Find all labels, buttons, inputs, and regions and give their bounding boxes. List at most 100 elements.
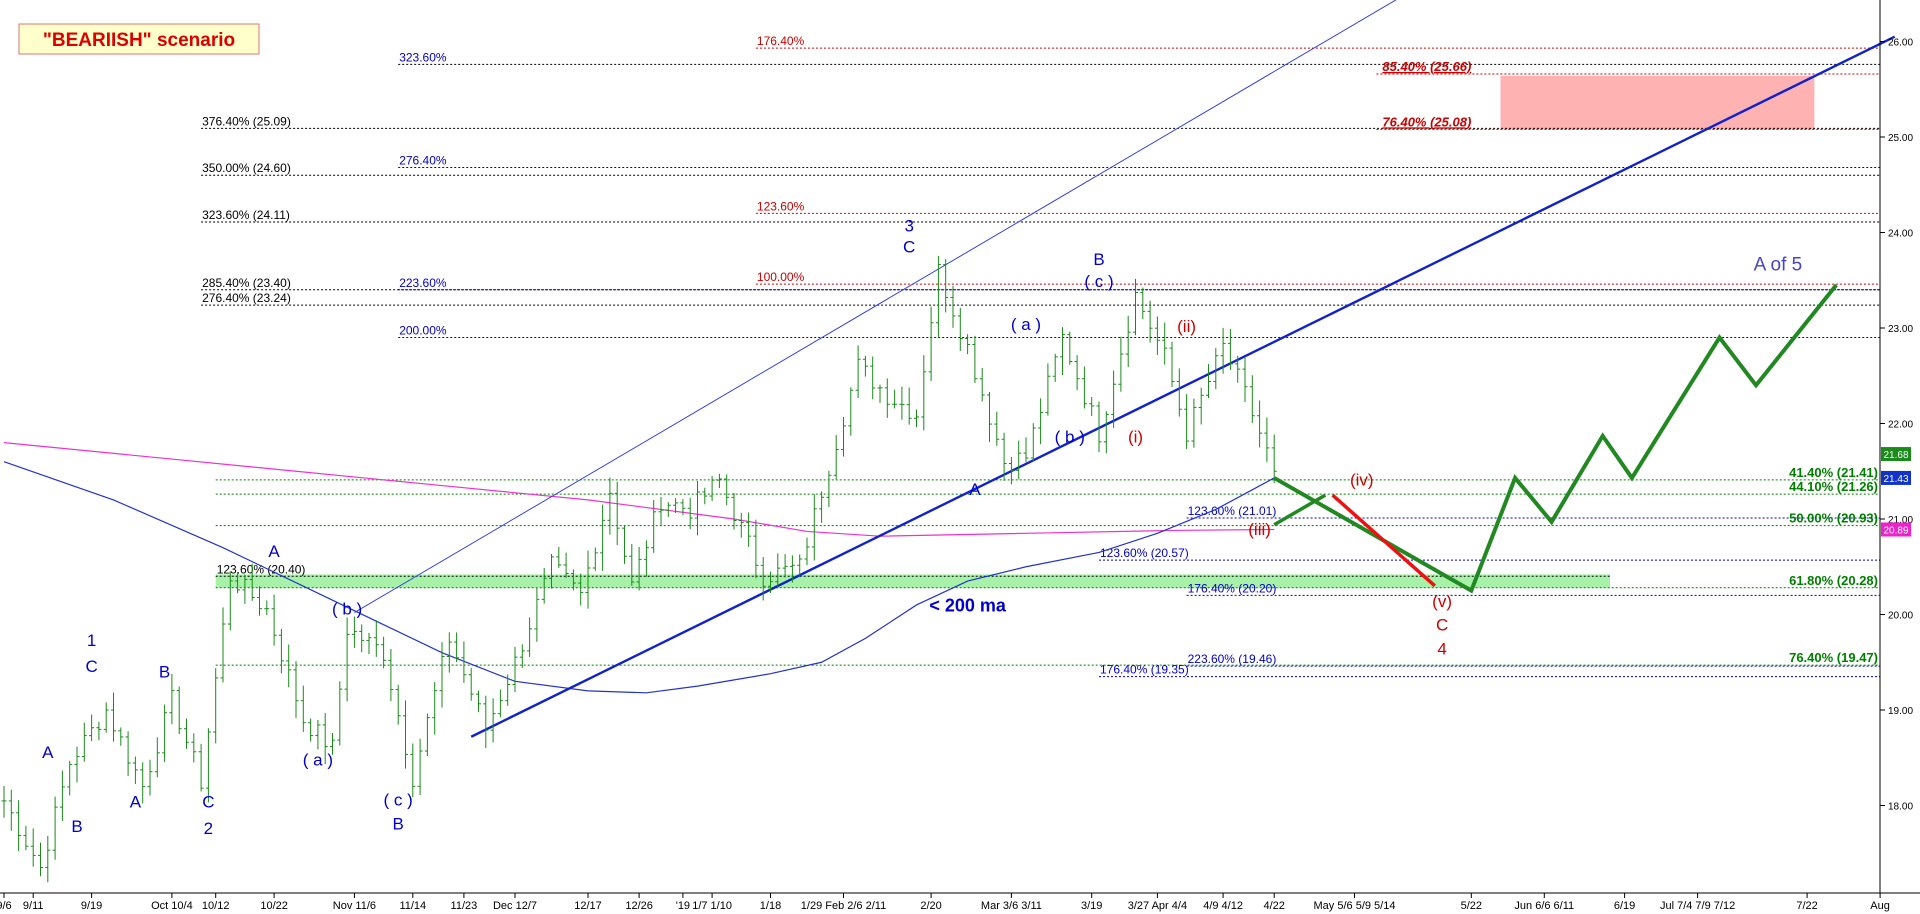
projection-bull-path	[1273, 283, 1838, 594]
ohlc-bar	[1081, 366, 1087, 409]
x-tick-label: Jun 6/6 6/11	[1514, 900, 1574, 912]
ohlc-bar	[724, 474, 730, 506]
x-tick-label: '19	[676, 900, 690, 912]
ohlc-bar	[74, 746, 80, 783]
ohlc-bar	[658, 496, 664, 526]
ohlc-bar	[395, 684, 401, 725]
ohlc-bar	[833, 435, 839, 480]
ohlc-bar	[914, 409, 919, 428]
ohlc-bar	[439, 642, 445, 708]
ohlc-bar	[330, 733, 335, 755]
ohlc-bar	[89, 714, 95, 742]
ohlc-bar	[1213, 348, 1219, 390]
ohlc-bar	[987, 392, 992, 442]
ohlc-bar	[483, 695, 489, 748]
ohlc-bar	[1264, 417, 1270, 463]
ma-blue-price-box	[1881, 470, 1911, 485]
ohlc-bar	[315, 720, 321, 750]
ohlc-bar	[67, 760, 73, 796]
ohlc-bar	[1030, 423, 1036, 462]
ohlc-bar	[264, 600, 270, 616]
ohlc-bar	[184, 718, 189, 749]
fib-label: 123.60% (21.01)	[1188, 504, 1277, 518]
ohlc-bar	[899, 386, 905, 420]
ohlc-bar	[205, 728, 211, 803]
ohlc-bar	[220, 607, 226, 683]
ohlc-bar	[249, 563, 255, 601]
projection-wave-v	[1331, 493, 1436, 588]
ohlc-bar	[848, 387, 854, 436]
ohlc-bar	[585, 550, 591, 609]
ohlc-bar	[424, 713, 430, 757]
y-tick-label: 20.00	[1888, 611, 1913, 622]
ohlc-bar	[1089, 396, 1095, 417]
fib-label: 50.00% (20.93)	[1789, 511, 1878, 526]
fib-label: 41.40% (21.41)	[1789, 465, 1878, 480]
y-tick-label: 21.00	[1888, 515, 1913, 526]
ohlc-bar	[125, 731, 131, 776]
ohlc-bar	[1220, 327, 1226, 374]
wave-label: 4	[1437, 640, 1446, 659]
ohlc-bar	[1147, 300, 1153, 343]
ohlc-bar	[8, 789, 14, 831]
ohlc-bar	[600, 504, 606, 571]
ohlc-bar	[271, 594, 277, 646]
fib-label: 176.40% (20.20)	[1188, 581, 1277, 595]
ohlc-bar	[410, 743, 416, 798]
wave-label: (iv)	[1350, 471, 1374, 490]
ohlc-bar	[811, 494, 817, 561]
y-tick-label: 26.00	[1888, 38, 1913, 49]
ohlc-bar	[505, 674, 511, 706]
wave-label: A	[130, 792, 142, 811]
x-tick-label: 3/27 Apr 4/4	[1128, 900, 1187, 912]
fib-levels-layer: 176.40%323.60%85.40% (25.66)376.40% (25.…	[201, 34, 1880, 678]
ohlc-bar	[81, 722, 87, 762]
y-tick-label: 19.00	[1888, 706, 1913, 717]
ohlc-bar	[497, 689, 503, 718]
fib-label: 123.60% (20.57)	[1100, 546, 1189, 560]
moving-average-blue	[3, 461, 1275, 694]
ohlc-bar	[432, 682, 438, 735]
ohlc-bar	[132, 756, 138, 785]
x-tick-label: 1/29 Feb 2/6 2/11	[801, 900, 886, 912]
x-tick-label: 1/7 1/10	[692, 900, 732, 912]
ohlc-bar	[775, 553, 781, 589]
fib-label: 176.40%	[757, 34, 805, 48]
ohlc-bar	[950, 285, 956, 328]
ohlc-bar	[52, 796, 58, 860]
ohlc-bar	[994, 411, 1000, 446]
ohlc-bar	[16, 800, 22, 852]
ohlc-bar	[862, 355, 868, 377]
ohlc-bar	[702, 487, 708, 505]
ohlc-bar	[731, 492, 737, 530]
x-tick-label: 11/23	[451, 900, 478, 912]
ohlc-bar	[709, 476, 715, 502]
ohlc-bar	[972, 335, 978, 383]
fib-label: 223.60%	[399, 276, 447, 290]
ohlc-bar	[578, 573, 584, 606]
ohlc-bar	[782, 554, 788, 578]
ohlc-bar	[826, 470, 832, 508]
ohlc-bar	[373, 620, 379, 657]
fib-label: 376.40% (25.09)	[202, 114, 291, 128]
ohlc-bar	[1198, 387, 1204, 425]
ohlc-bar	[979, 367, 985, 402]
fib-label: 123.60%	[757, 199, 805, 213]
ohlc-bar	[607, 477, 613, 535]
fib-label: 223.60% (19.46)	[1188, 652, 1277, 666]
y-tick-label: 23.00	[1888, 324, 1913, 335]
ohlc-bar	[344, 617, 350, 702]
ohlc-bar	[935, 255, 941, 338]
ohlc-bar	[1045, 363, 1051, 416]
trendlines-layer	[354, 0, 1896, 738]
ohlc-bar	[1096, 401, 1102, 453]
ohlc-bar	[278, 628, 284, 674]
ohlc-bar	[140, 762, 146, 804]
ohlc-bar	[257, 586, 262, 616]
ohlc-bar	[1060, 327, 1065, 375]
ohlc-bar	[461, 641, 467, 683]
ohlc-bar	[855, 345, 861, 399]
ohlc-bar	[768, 571, 773, 593]
wave-label: 3	[904, 217, 913, 236]
x-tick-label: 7/22	[1796, 900, 1817, 912]
